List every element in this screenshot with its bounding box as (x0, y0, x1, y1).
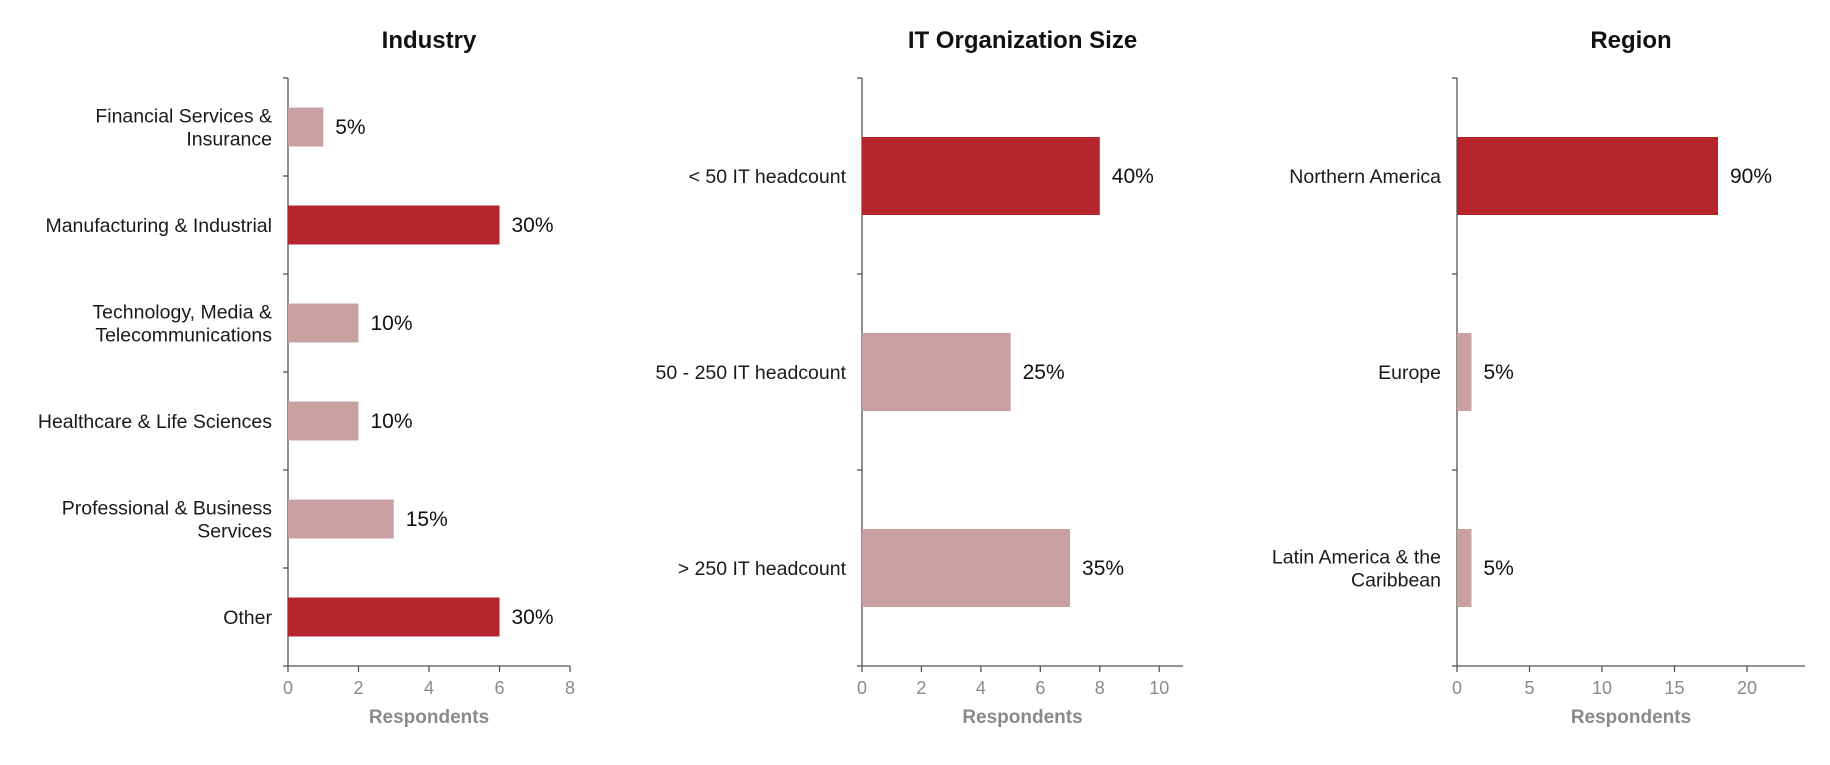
data-label: 40% (1112, 165, 1154, 188)
x-tick-label: 2 (353, 678, 363, 698)
bar (1457, 333, 1472, 411)
x-tick-label: 5 (1524, 678, 1534, 698)
category-label-line: 50 - 250 IT headcount (656, 362, 847, 384)
chart-2: IT Organization Size 0 2 4 6 8 10 Respondents < … (656, 27, 1183, 728)
category-label-line: Caribbean (1351, 570, 1441, 592)
category-label-line: Healthcare & Life Sciences (38, 411, 272, 433)
x-tick-label: 8 (565, 678, 575, 698)
data-label: 30% (512, 606, 554, 629)
category-label: Healthcare & Life Sciences (38, 411, 272, 433)
category-label: Other (223, 607, 272, 629)
bar (862, 529, 1071, 607)
category-label-line: Northern America (1289, 166, 1441, 188)
bar (862, 137, 1100, 215)
chart-1: Industry 0 2 4 6 8 Respondents Financial Servic… (38, 27, 575, 728)
chart-title: IT Organization Size (908, 27, 1137, 54)
x-tick-label: 8 (1095, 678, 1105, 698)
bar (1457, 137, 1718, 215)
x-tick-label: 2 (916, 678, 926, 698)
data-label: 5% (1484, 557, 1514, 580)
data-label: 5% (335, 116, 365, 139)
x-tick-label: 6 (1035, 678, 1045, 698)
bar (288, 499, 394, 539)
data-label: 15% (406, 508, 448, 531)
data-label: 5% (1484, 361, 1514, 384)
chart-title: Region (1590, 27, 1671, 54)
bar (1457, 529, 1472, 607)
bar (288, 205, 500, 245)
category-label-line: Financial Services & (95, 106, 272, 128)
x-tick-label: 4 (976, 678, 986, 698)
x-tick-label: 10 (1592, 678, 1612, 698)
category-label: Europe (1378, 362, 1441, 384)
x-tick-label: 0 (283, 678, 293, 698)
category-label-line: Services (197, 521, 272, 543)
category-label: Professional & Business Services (62, 498, 273, 543)
category-label-line: < 50 IT headcount (689, 166, 847, 188)
x-tick-label: 20 (1737, 678, 1757, 698)
x-tick-label: 0 (1452, 678, 1462, 698)
chart-3: Region 0 5 10 15 20 Respondents Northern Americ… (1272, 27, 1805, 728)
data-label: 90% (1730, 165, 1772, 188)
x-tick-label: 0 (857, 678, 867, 698)
category-label: < 50 IT headcount (689, 166, 847, 188)
data-label: 25% (1023, 361, 1065, 384)
x-axis-label: Respondents (962, 707, 1082, 728)
category-label-line: Telecommunications (95, 325, 272, 347)
category-label: Financial Services & Insurance (95, 106, 272, 151)
category-label-line: Latin America & the (1272, 547, 1441, 569)
bar (288, 107, 324, 147)
x-tick-label: 4 (424, 678, 434, 698)
category-label-line: Europe (1378, 362, 1441, 384)
category-label: Northern America (1289, 166, 1441, 188)
bar (862, 333, 1011, 411)
x-axis-label: Respondents (369, 707, 489, 728)
bar (288, 401, 359, 441)
bar (288, 303, 359, 343)
x-tick-label: 10 (1149, 678, 1169, 698)
category-label: Latin America & the Caribbean (1272, 547, 1441, 592)
x-axis-label: Respondents (1571, 707, 1691, 728)
x-tick-label: 6 (494, 678, 504, 698)
x-tick-label: 15 (1664, 678, 1684, 698)
data-label: 35% (1082, 557, 1124, 580)
category-label: Technology, Media & Telecommunications (92, 302, 272, 347)
chart-title: Industry (382, 27, 477, 54)
category-label-line: Insurance (186, 129, 272, 151)
category-label: Manufacturing & Industrial (45, 215, 272, 237)
category-label: > 250 IT headcount (678, 558, 847, 580)
category-label-line: Professional & Business (62, 498, 273, 520)
category-label: 50 - 250 IT headcount (656, 362, 847, 384)
category-label-line: > 250 IT headcount (678, 558, 847, 580)
data-label: 30% (512, 214, 554, 237)
bar (288, 597, 500, 637)
category-label-line: Technology, Media & (92, 302, 272, 324)
category-label-line: Manufacturing & Industrial (45, 215, 272, 237)
data-label: 10% (371, 410, 413, 433)
data-label: 10% (371, 312, 413, 335)
category-label-line: Other (223, 607, 272, 629)
